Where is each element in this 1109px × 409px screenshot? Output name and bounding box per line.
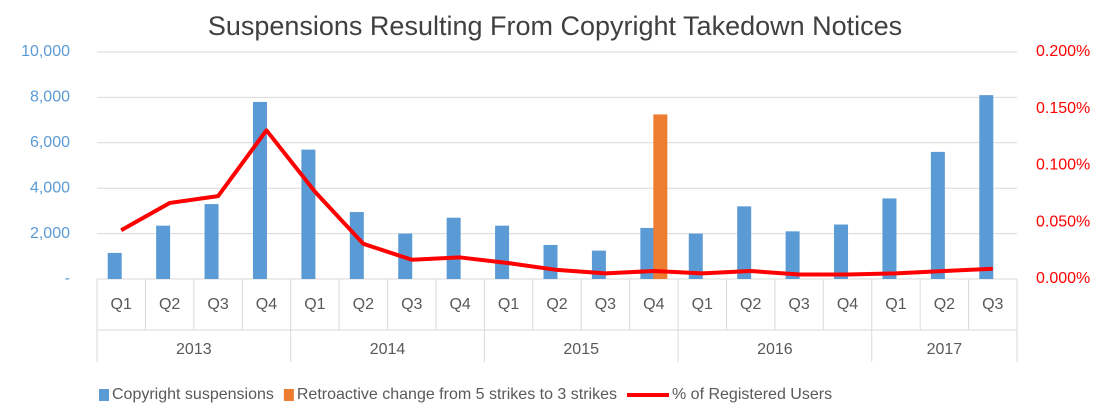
chart-title: Suspensions Resulting From Copyright Tak…	[208, 11, 902, 41]
bar	[156, 225, 171, 279]
x-tick-label: Q3	[401, 296, 422, 313]
y2-tick-label: 0.000%	[1036, 270, 1090, 287]
y-tick-label: -	[65, 270, 70, 287]
x-group-label: 2014	[370, 341, 406, 358]
legend-label: Retroactive change from 5 strikes to 3 s…	[297, 386, 617, 403]
x-tick-label: Q4	[256, 296, 277, 313]
bar	[252, 101, 267, 279]
legend-swatch	[283, 389, 294, 401]
legend-label: % of Registered Users	[672, 386, 832, 403]
bar	[785, 231, 800, 279]
x-tick-label: Q3	[207, 296, 228, 313]
x-tick-label: Q3	[788, 296, 809, 313]
y2-tick-label: 0.050%	[1036, 213, 1090, 230]
x-tick-label: Q2	[353, 296, 374, 313]
bar	[653, 114, 668, 279]
x-group-label: 2015	[563, 341, 599, 358]
x-tick-label: Q1	[885, 296, 906, 313]
legend-swatch	[99, 389, 109, 401]
bar	[349, 212, 364, 279]
x-tick-label: Q3	[595, 296, 616, 313]
bar	[543, 244, 558, 279]
y-tick-label: 2,000	[30, 225, 70, 242]
y-tick-label: 8,000	[30, 89, 70, 106]
x-tick-label: Q1	[304, 296, 325, 313]
bar	[204, 204, 219, 279]
y2-tick-label: 0.200%	[1036, 43, 1090, 60]
x-tick-label: Q1	[498, 296, 519, 313]
bar	[640, 227, 655, 279]
x-tick-label: Q2	[546, 296, 567, 313]
line	[120, 128, 993, 277]
bar	[446, 217, 461, 279]
x-tick-label: Q2	[934, 296, 955, 313]
x-group-label: 2016	[757, 341, 793, 358]
y-tick-label: 6,000	[30, 134, 70, 151]
x-group-label: 2013	[176, 341, 212, 358]
y2-tick-label: 0.150%	[1036, 100, 1090, 117]
bar	[834, 224, 849, 279]
y-tick-label: 4,000	[30, 179, 70, 196]
bar	[688, 233, 703, 279]
x-tick-label: Q4	[449, 296, 470, 313]
x-tick-label: Q4	[837, 296, 858, 313]
bar	[737, 206, 752, 279]
x-tick-label: Q2	[159, 296, 180, 313]
bar	[495, 225, 510, 279]
x-tick-label: Q2	[740, 296, 761, 313]
x-group-label: 2017	[927, 341, 963, 358]
bar	[979, 95, 994, 279]
bar	[301, 149, 316, 279]
x-tick-label: Q1	[692, 296, 713, 313]
legend-label: Copyright suspensions	[112, 386, 274, 403]
x-tick-label: Q3	[982, 296, 1003, 313]
y-tick-label: 10,000	[21, 43, 70, 60]
bar	[107, 252, 122, 279]
y2-tick-label: 0.100%	[1036, 157, 1090, 174]
bar	[882, 198, 897, 279]
bar	[930, 151, 945, 279]
x-tick-label: Q1	[111, 296, 132, 313]
x-tick-label: Q4	[643, 296, 664, 313]
